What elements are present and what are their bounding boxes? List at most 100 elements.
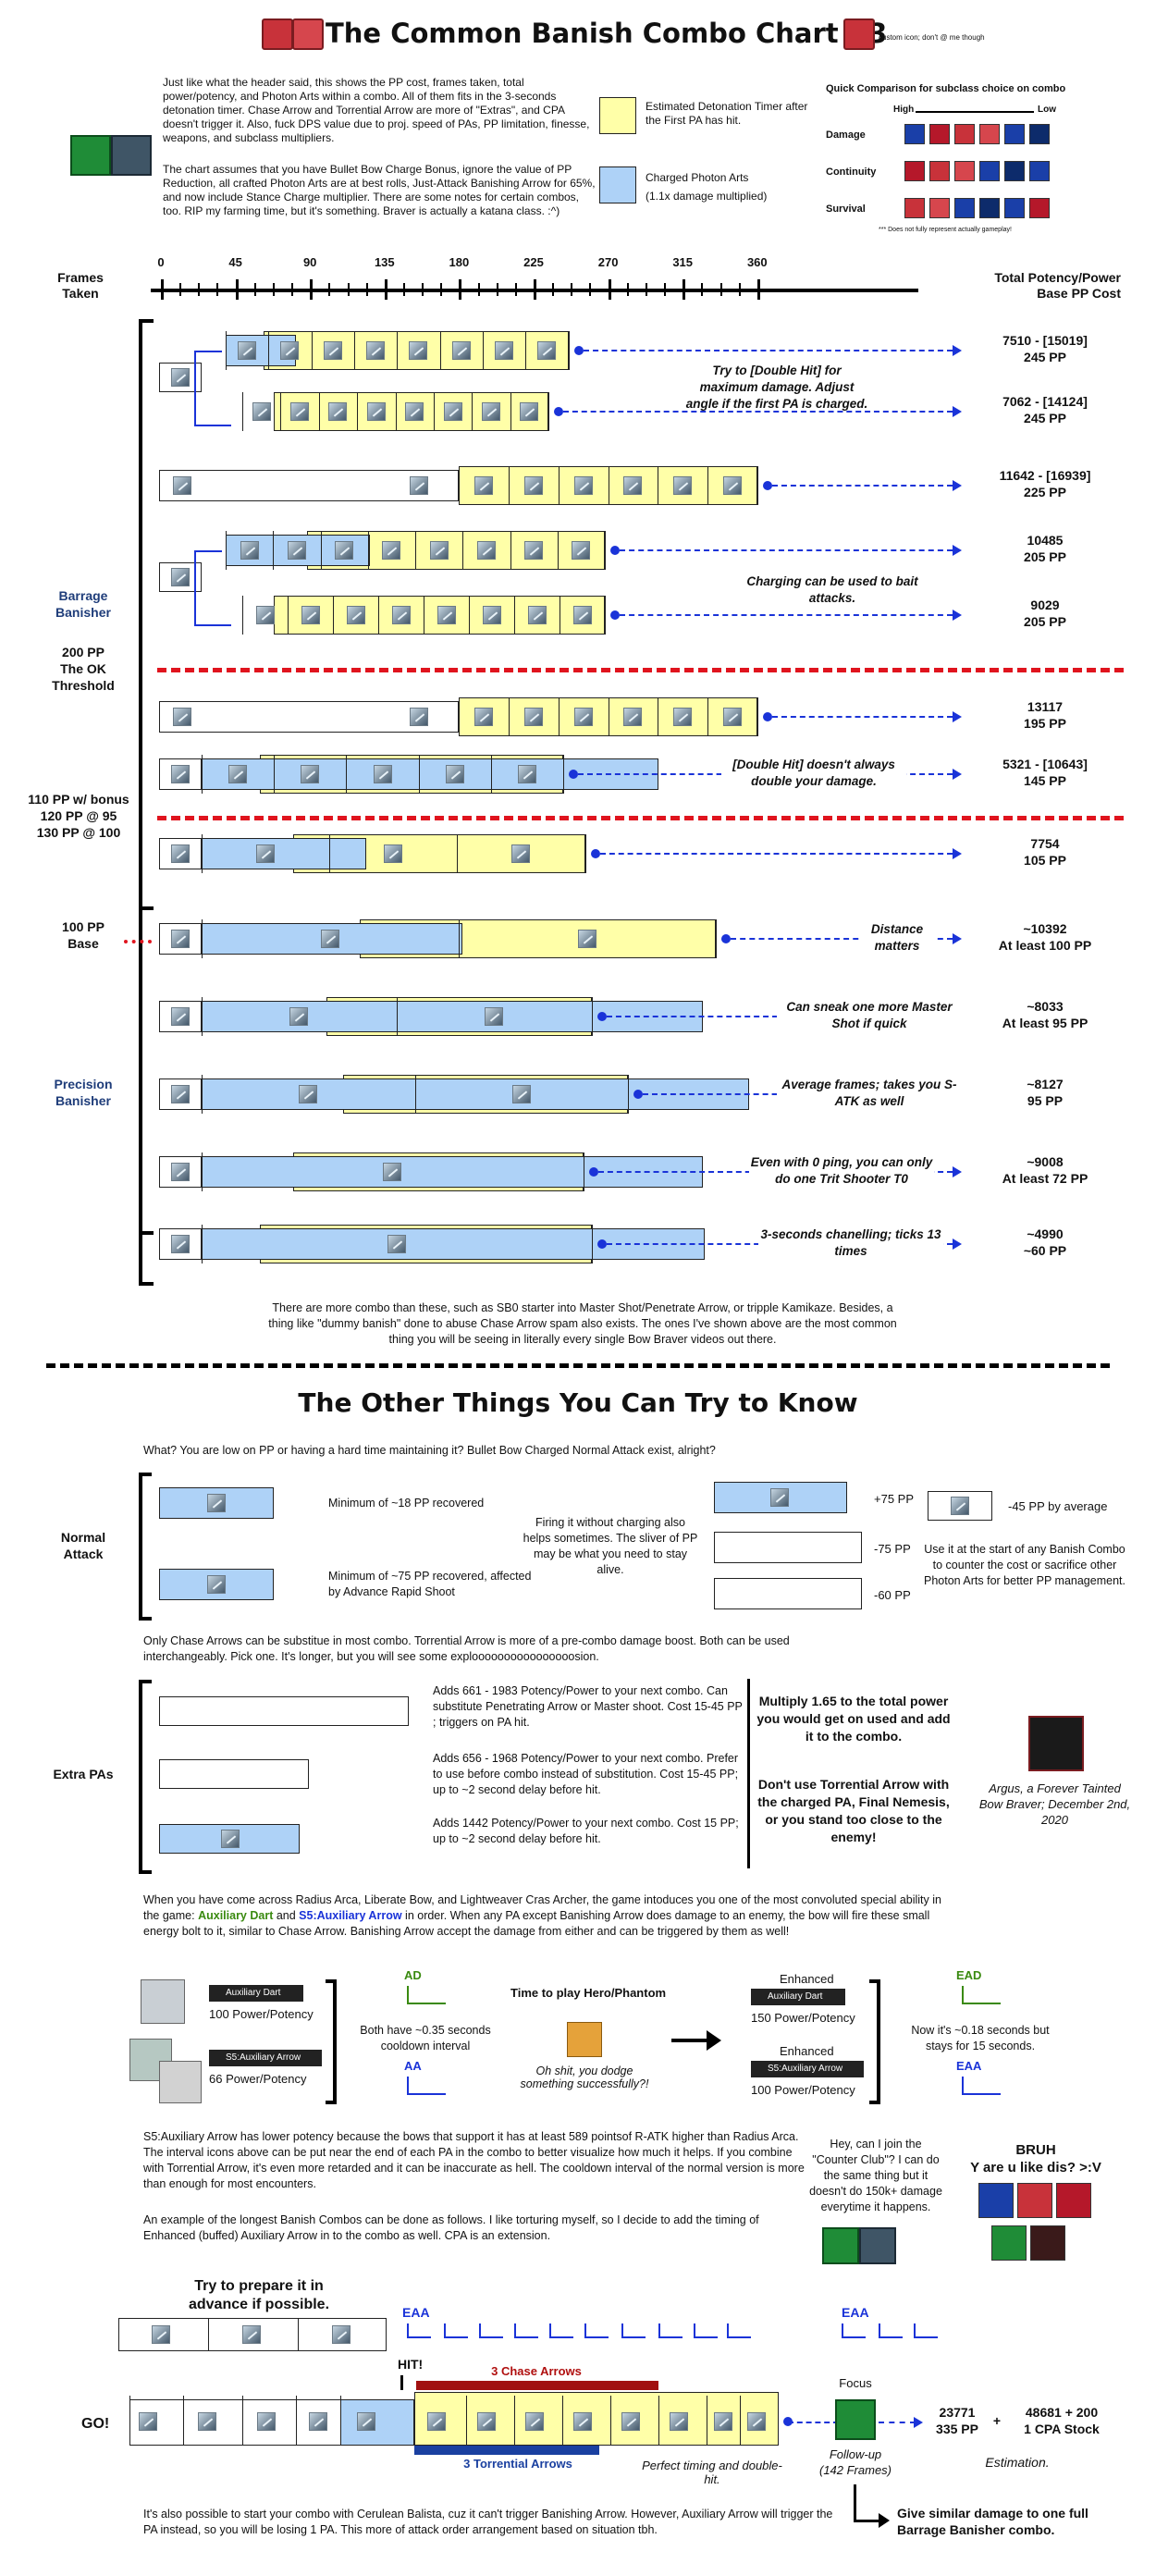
combo-cell-divider [605,531,607,570]
aux-ead-label: EAD [956,1968,982,1982]
combo-total-power: 5321 - [10643] [1002,757,1088,771]
axis-tick-label: 360 [746,255,768,269]
branch-down [194,425,231,426]
combo-end-dot [569,770,579,779]
extra-3: Adds 1442 Potency/Power to your next com… [433,1817,739,1845]
photon-art-icon [373,765,392,783]
aux-intro-1: When you have come across Radius Arca, L… [143,1893,941,1922]
combo-cell-divider [378,596,379,635]
photon-art-icon [572,541,591,560]
aux-ad-bracket [407,1986,446,2004]
weapon-action-icon [951,1497,969,1515]
photon-art-icon [524,708,543,726]
na-minus45: -45 PP by average [1008,1499,1108,1513]
chase-arrow-icon [152,2325,170,2344]
bow-badge [111,135,152,176]
bruh-1: BRUH [1015,2142,1056,2158]
eaa-mark [444,2323,468,2338]
bruh-2: Y are u like dis? >:V [970,2160,1101,2175]
axis-tick [756,279,760,300]
combo-cell-divider [509,466,510,505]
final-cell-divider [740,2396,741,2446]
photon-art-icon [578,930,597,948]
photon-art-icon [383,1163,402,1181]
enh-arrow-tag-label: S5:Auxiliary Arrow [768,2064,843,2074]
combo-pp-cost: 245 PP [1024,350,1066,364]
combo-end-dot [554,407,564,416]
bruh-class-icon [1017,2183,1052,2218]
combo-cell-divider [357,392,359,431]
aux-dart-power: 100 Power/Potency [209,2007,314,2021]
aux-intro-2: in order. When any PA except Banishing A… [143,1909,930,1938]
photon-art-icon [391,606,411,624]
photon-art-icon [346,606,365,624]
final-eaa-2: EAA [842,2305,869,2320]
axis-minor-tick [552,283,555,296]
chase-label: 3 Chase Arrows [491,2364,582,2378]
combo-cell-divider [353,331,355,370]
extra-bar-1 [159,1696,409,1726]
combo-cell-divider [395,392,397,431]
combo-cell-divider [584,834,586,873]
argus-caption: Argus, a Forever Tainted Bow Braver; Dec… [978,1781,1131,1827]
photon-art-icon [511,1085,531,1103]
extra-label: Extra PAs [53,1767,114,1781]
comparison-row-continuity: Continuity [826,166,877,178]
photon-art-icon [722,476,742,495]
photon-art-icon [445,765,464,783]
na-use-it: Use it at the start of any Banish Combo … [924,1543,1125,1587]
eaa-mark [842,2323,866,2338]
photon-art-icon [323,341,342,360]
starter-pa-icon [171,765,190,783]
combo-total-power: 7510 - [15019] [1002,333,1088,348]
bracket-normal-attack [139,1473,152,1621]
axis-tick [161,279,164,300]
combo-note: Average frames; takes you S-ATK as well [777,1077,962,1110]
combo-cell-divider [346,755,348,794]
cras-archer-icon [159,2061,202,2103]
combo-arrowhead [953,933,962,944]
combo-cell-divider [396,997,398,1036]
combo-cell-divider [333,596,334,635]
combo-cell-divider [514,596,515,635]
photon-art-icon [451,341,471,360]
eaa-mark [621,2323,646,2338]
aux-big-arrow [671,2039,708,2042]
photon-art-icon [524,541,544,560]
na-minus60: -60 PP [874,1588,911,1602]
photon-art-icon [511,844,531,863]
photon-art-icon [280,341,300,360]
low-pp-note: What? You are low on PP or having a hard… [143,1444,716,1457]
combo-total-power: ~10392 [1023,921,1067,936]
axis-minor-tick [477,283,480,296]
axis-tick-label: 270 [597,255,619,269]
combo-arrowhead [953,1239,962,1250]
branch-up [194,550,222,552]
legend-blue-sub: (1.1x damage multiplied) [646,190,768,203]
group-barrage-2: Banisher [55,605,111,620]
chase-strip [416,2381,658,2390]
combo-starter-box [159,923,202,955]
axis-minor-tick [291,283,294,296]
final-eaa-1: EAA [402,2305,430,2320]
starter-pa-icon [171,568,190,586]
final-cell-divider [562,2396,563,2446]
photon-art-icon [382,541,401,560]
final-dot [783,2417,793,2426]
final-arrowhead-2 [914,2417,923,2428]
eaa-mark [549,2323,573,2338]
photon-art-icon [387,1235,406,1253]
cerulean-note: It's also possible to start your combo w… [143,2508,833,2536]
subclass-icon [929,161,950,181]
photon-art-icon [301,765,320,783]
ok-threshold-1: 200 PP [62,645,105,659]
intro-paragraph-1: Just like what the header said, this sho… [163,76,590,144]
combo-starter-box [159,1156,202,1188]
bruh-braver-icon [991,2225,1027,2261]
combo-cell-divider [457,834,459,873]
na-min18: Minimum of ~18 PP recovered [328,1497,485,1510]
combo-cell-divider [525,331,527,370]
extra-bar-2 [159,1759,309,1789]
axis-tick-label: 315 [672,255,694,269]
axis-minor-tick [571,283,573,296]
